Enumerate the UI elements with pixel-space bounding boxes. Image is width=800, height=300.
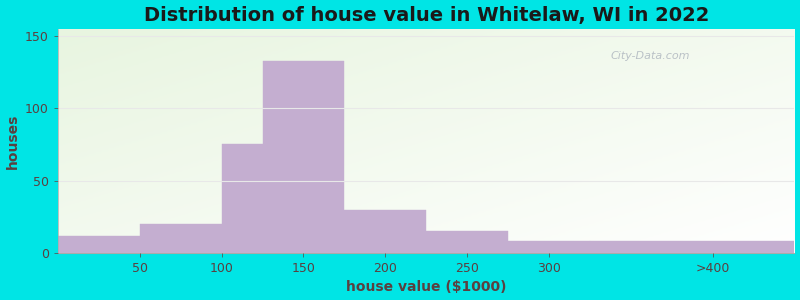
Bar [345, 209, 426, 253]
Bar [590, 241, 794, 253]
Text: City-Data.com: City-Data.com [610, 51, 690, 61]
Bar [222, 145, 262, 253]
Bar [58, 236, 140, 253]
X-axis label: house value ($1000): house value ($1000) [346, 280, 506, 294]
Title: Distribution of house value in Whitelaw, WI in 2022: Distribution of house value in Whitelaw,… [143, 6, 709, 25]
Bar [262, 61, 345, 253]
Bar [508, 241, 590, 253]
Bar [140, 224, 222, 253]
Y-axis label: houses: houses [6, 113, 19, 169]
Bar [426, 231, 508, 253]
